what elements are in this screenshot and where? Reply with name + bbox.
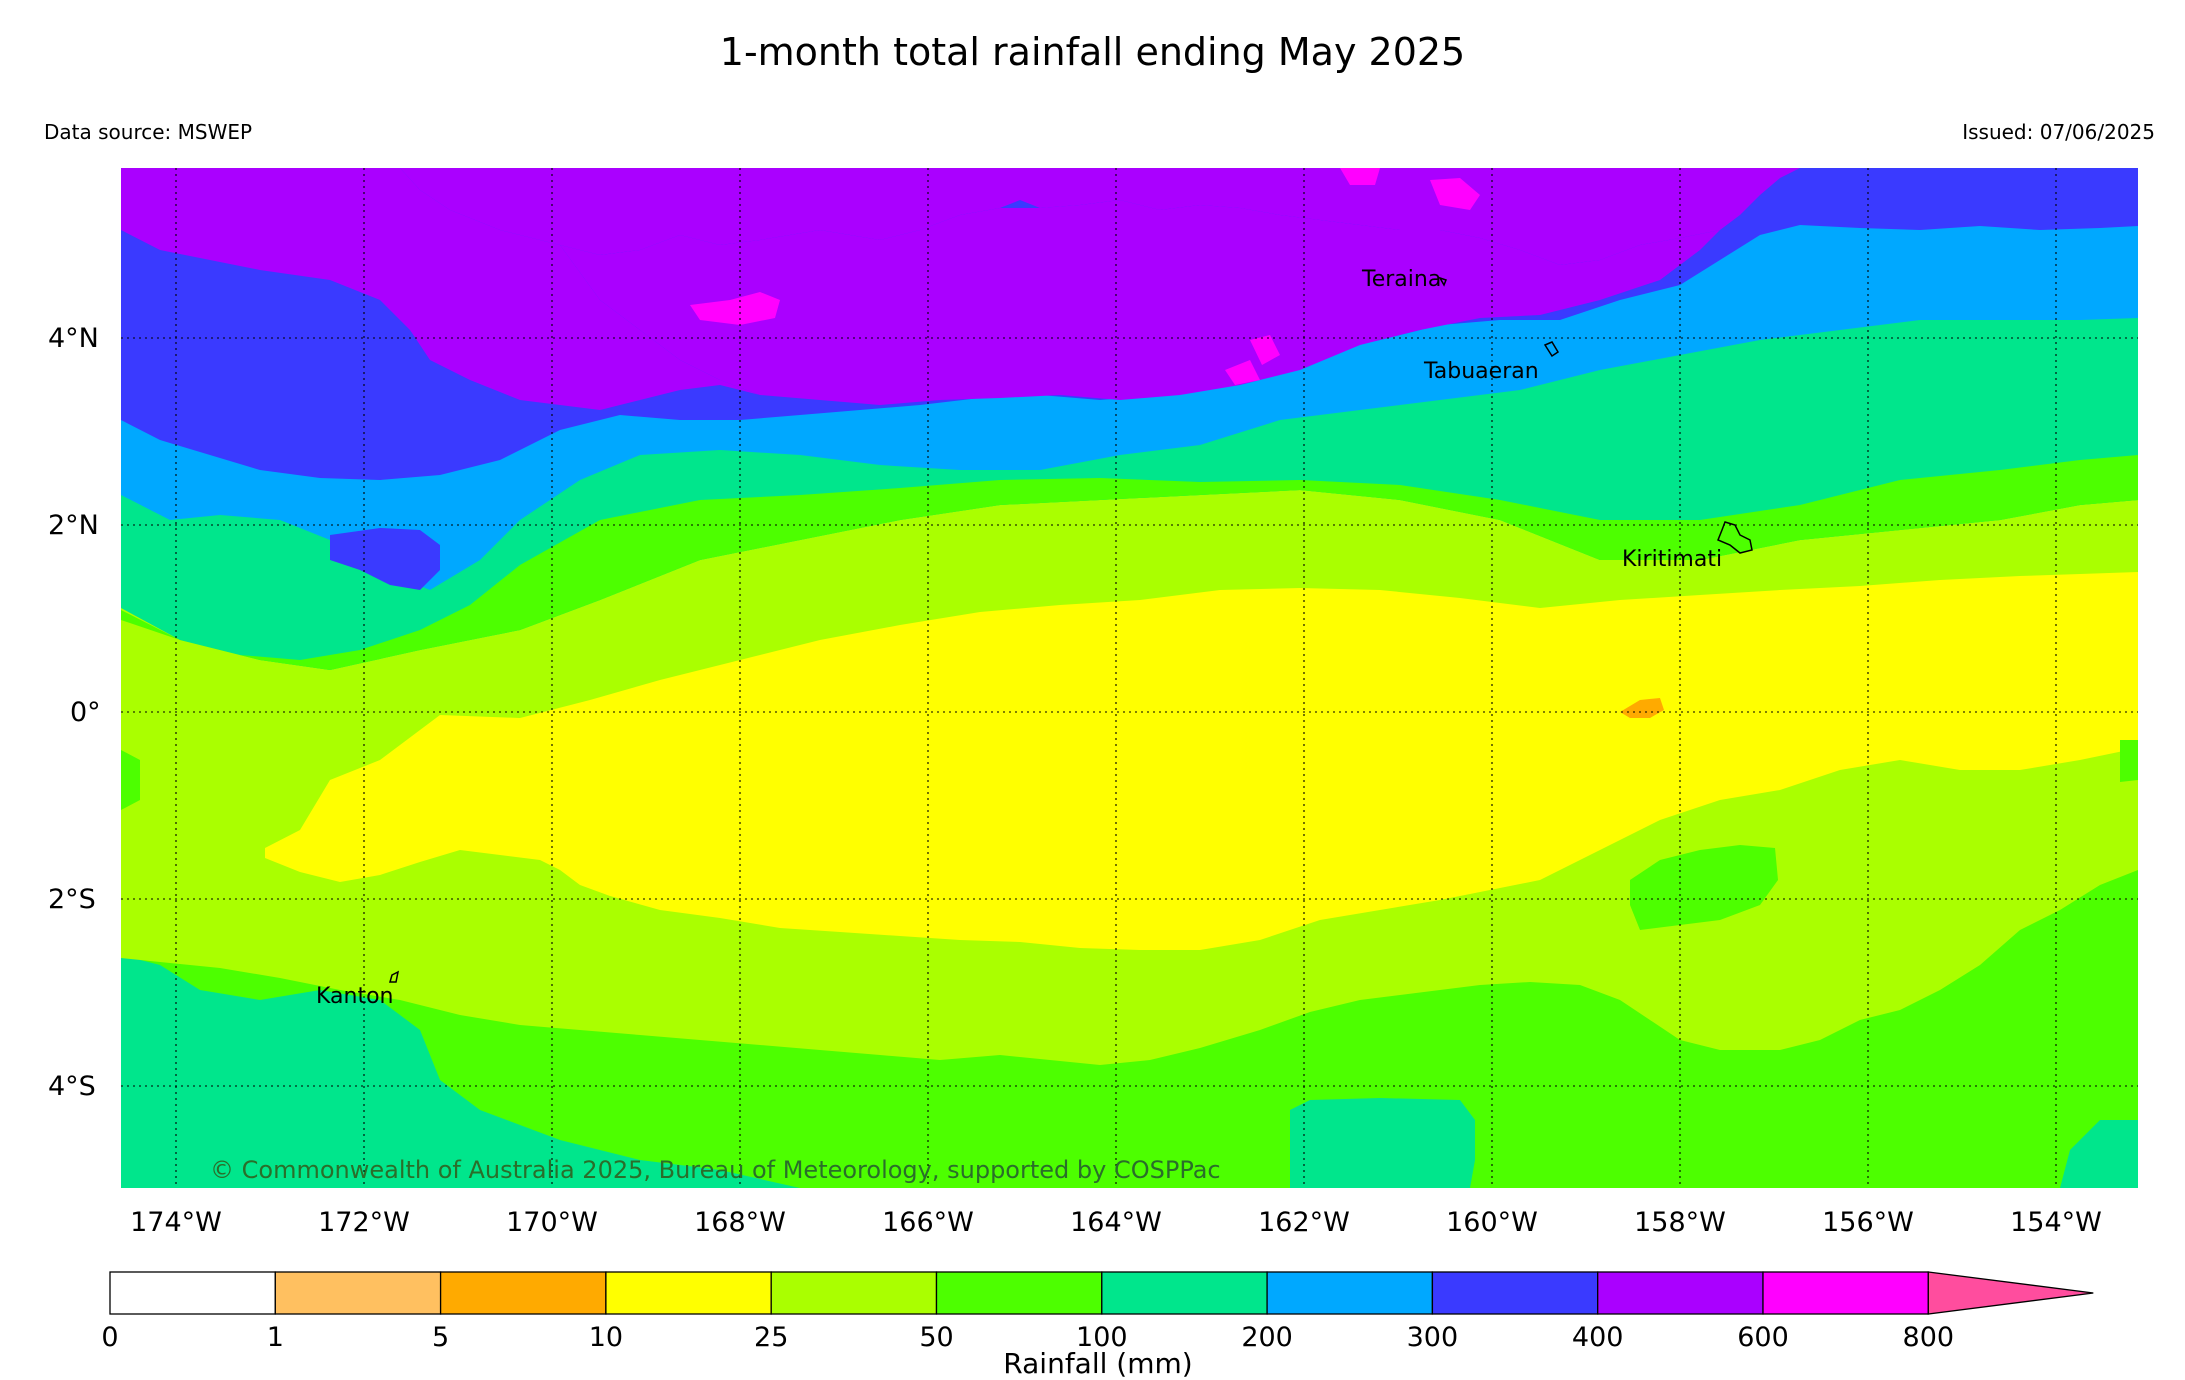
lon-label: 160°W (1446, 1207, 1538, 1238)
lon-label: 174°W (130, 1207, 222, 1238)
band-400-600-south (560, 200, 1720, 405)
colorbar-segment (1597, 1271, 1764, 1315)
colorbar-tick-label: 1 (267, 1322, 284, 1353)
band-10-25 (265, 572, 2138, 950)
band-600-800-2 (1340, 168, 1380, 185)
colorbar-tick-label: 600 (1737, 1322, 1789, 1353)
lon-label: 164°W (1070, 1207, 1162, 1238)
colorbar-unit-label: Rainfall (mm) (1003, 1347, 1192, 1380)
colorbar-segment (1101, 1271, 1268, 1315)
tabuaeran-outline (1543, 341, 1560, 358)
colorbar-segment (935, 1271, 1103, 1315)
colorbar-tick-label: 5 (432, 1322, 449, 1353)
colorbar-segment (109, 1271, 276, 1315)
colorbar-segment (1431, 1271, 1599, 1315)
band-50-100-west-edge (121, 750, 140, 810)
band-100-200-sc (1290, 1098, 1475, 1188)
colorbar-tick-label: 200 (1241, 1322, 1293, 1353)
colorbar-segment (1266, 1271, 1434, 1315)
colorbar-tick-label: 800 (1903, 1322, 1955, 1353)
colorbar-segment (439, 1271, 607, 1315)
lon-label: 172°W (318, 1207, 410, 1238)
colorbar-segment (605, 1271, 772, 1315)
band-50-100-north (121, 455, 2138, 670)
colorbar-tick-label: 400 (1572, 1322, 1624, 1353)
lon-label: 168°W (694, 1207, 786, 1238)
data-source-note: Data source: MSWEP (44, 120, 253, 144)
band-600-800-1 (690, 292, 780, 325)
band-600-800-6 (1225, 360, 1260, 385)
teraina-outline (1438, 276, 1447, 287)
colorbar-tick-label: 0 (101, 1322, 118, 1353)
graticule (121, 168, 2138, 1188)
lon-label: 158°W (1634, 1207, 1726, 1238)
label-teraina: Teraina (1361, 267, 1441, 292)
lon-label: 154°W (2010, 1207, 2102, 1238)
lon-label: 166°W (882, 1207, 974, 1238)
colorbar-legend: 0 1 5 10 25 50 100 200 300 400 600 800 (101, 1271, 2094, 1353)
chart-title: 1-month total rainfall ending May 2025 (719, 30, 1466, 74)
band-400-600-west (121, 168, 760, 410)
band-100-200-se (2060, 1120, 2138, 1188)
kanton-outline (389, 970, 400, 983)
colorbar-segment (1762, 1271, 1929, 1315)
copyright-note: © Commonwealth of Australia 2025, Bureau… (210, 1156, 1221, 1184)
colorbar-segment (770, 1271, 938, 1315)
label-kiritimati: Kiritimati (1622, 547, 1722, 572)
band-600-800-3 (1430, 178, 1480, 210)
label-kanton: Kanton (316, 984, 394, 1009)
issued-date: Issued: 07/06/2025 (1962, 120, 2155, 144)
lon-label: 162°W (1258, 1207, 1350, 1238)
longitude-axis-labels: 174°W 172°W 170°W 168°W 166°W 164°W 162°… (130, 1207, 2102, 1238)
lat-label: 4°S (48, 1071, 96, 1102)
latitude-axis-labels: 4°N 2°N 0° 2°S 4°S (48, 323, 101, 1102)
lat-label: 0° (70, 697, 101, 728)
lat-label: 4°N (48, 323, 99, 354)
band-50-100-east (1630, 845, 1778, 930)
lat-label: 2°N (48, 510, 99, 541)
colorbar-tick-label: 100 (1076, 1322, 1128, 1353)
band-100-200-sw (121, 955, 800, 1188)
map-panel: Teraina Tabuaeran Kiritimati Kanton © Co… (121, 168, 2138, 1188)
colorbar-tick-label: 25 (754, 1322, 788, 1353)
lon-label: 156°W (1822, 1207, 1914, 1238)
band-300-400-island (330, 528, 440, 590)
band-5-10-patch (1620, 698, 1664, 718)
band-600-800-4 (1250, 335, 1280, 365)
lat-label: 2°S (48, 884, 96, 915)
colorbar-tick-label: 50 (919, 1322, 953, 1353)
colorbar-tick-label: 10 (589, 1322, 623, 1353)
colorbar-tick-label: 300 (1407, 1322, 1459, 1353)
colorbar-overflow-arrow (1927, 1271, 2094, 1315)
kiritimati-outline (1717, 521, 1753, 554)
colorbar-segment (274, 1271, 442, 1315)
label-tabuaeran: Tabuaeran (1423, 359, 1539, 384)
lon-label: 170°W (506, 1207, 598, 1238)
island-outlines (389, 276, 1753, 983)
band-50-100-far-east (2120, 740, 2138, 782)
